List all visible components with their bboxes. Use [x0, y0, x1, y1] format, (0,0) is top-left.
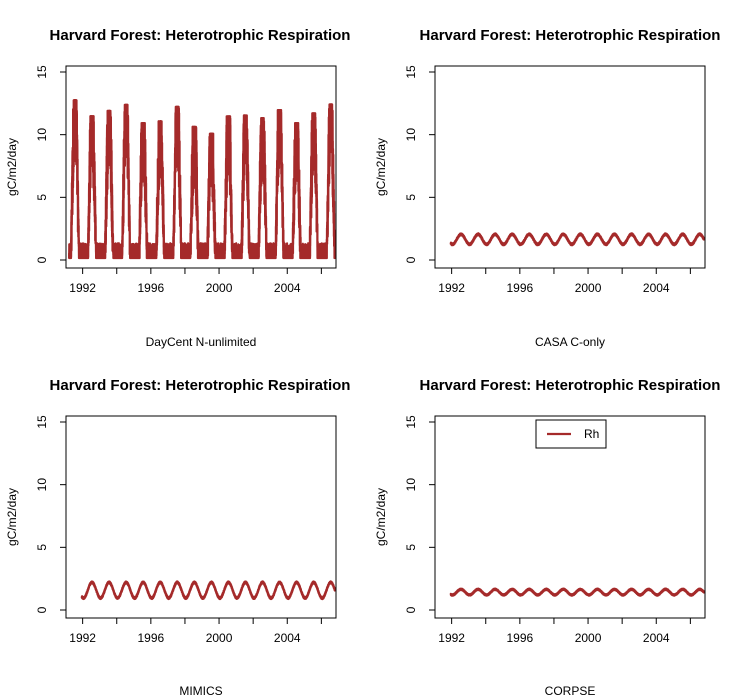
- y-tick-label: 15: [35, 415, 49, 429]
- x-tick-label: 1996: [137, 281, 164, 295]
- x-tick-label: 1996: [506, 281, 533, 295]
- y-tick-label: 0: [404, 606, 418, 613]
- y-tick-label: 10: [35, 478, 49, 492]
- x-axis-label: MIMICS: [179, 684, 222, 698]
- y-tick-label: 15: [35, 65, 49, 79]
- x-tick-label: 2000: [206, 631, 233, 645]
- x-tick-label: 2004: [643, 631, 670, 645]
- x-tick-label: 2004: [643, 281, 670, 295]
- y-tick-label: 10: [35, 128, 49, 142]
- y-tick-label: 0: [35, 256, 49, 263]
- y-tick-label: 10: [404, 478, 418, 492]
- legend-label: Rh: [584, 427, 599, 441]
- y-tick-label: 5: [404, 544, 418, 551]
- x-axis-label: CASA C-only: [535, 335, 605, 349]
- x-axis-label: DayCent N-unlimited: [146, 335, 257, 349]
- x-tick-label: 1992: [438, 631, 465, 645]
- y-tick-label: 5: [35, 544, 49, 551]
- x-tick-label: 2000: [206, 281, 233, 295]
- x-axis-label: CORPSE: [545, 684, 596, 698]
- y-tick-label: 0: [35, 606, 49, 613]
- y-tick-label: 10: [404, 128, 418, 142]
- y-axis-label: gC/m2/day: [374, 138, 388, 196]
- x-tick-label: 2000: [575, 281, 602, 295]
- x-tick-label: 1992: [69, 631, 96, 645]
- chart-title: Harvard Forest: Heterotrophic Respiratio…: [420, 377, 721, 394]
- x-tick-label: 1996: [137, 631, 164, 645]
- y-axis-label: gC/m2/day: [5, 488, 19, 546]
- y-axis-label: gC/m2/day: [374, 488, 388, 546]
- x-tick-label: 1992: [438, 281, 465, 295]
- plot-frame: [65, 415, 337, 619]
- series-line: [449, 232, 706, 247]
- y-tick-label: 15: [404, 65, 418, 79]
- chart-title: Harvard Forest: Heterotrophic Respiratio…: [50, 27, 351, 44]
- series-line: [68, 99, 336, 260]
- legend: Rh: [535, 419, 607, 449]
- x-tick-label: 2000: [575, 631, 602, 645]
- plot-frame: [434, 415, 706, 619]
- y-tick-label: 5: [404, 194, 418, 201]
- chart-panel-1: Harvard Forest: Heterotrophic Respiratio…: [5, 27, 350, 349]
- y-tick-label: 15: [404, 415, 418, 429]
- x-tick-label: 2004: [274, 281, 301, 295]
- chart-panel-4: Harvard Forest: Heterotrophic Respiratio…: [374, 377, 720, 698]
- chart-title: Harvard Forest: Heterotrophic Respiratio…: [420, 27, 721, 44]
- y-axis-label: gC/m2/day: [5, 138, 19, 196]
- series-line: [449, 587, 706, 597]
- x-tick-label: 1992: [69, 281, 96, 295]
- x-tick-label: 2004: [274, 631, 301, 645]
- y-tick-label: 5: [35, 194, 49, 201]
- y-tick-label: 0: [404, 256, 418, 263]
- plot-frame: [434, 65, 706, 269]
- chart-panel-3: Harvard Forest: Heterotrophic Respiratio…: [5, 377, 350, 698]
- chart-title: Harvard Forest: Heterotrophic Respiratio…: [50, 377, 351, 394]
- chart-panel-2: Harvard Forest: Heterotrophic Respiratio…: [374, 27, 720, 349]
- plot-frame: [65, 65, 337, 269]
- x-tick-label: 1996: [506, 631, 533, 645]
- series-line: [80, 580, 337, 601]
